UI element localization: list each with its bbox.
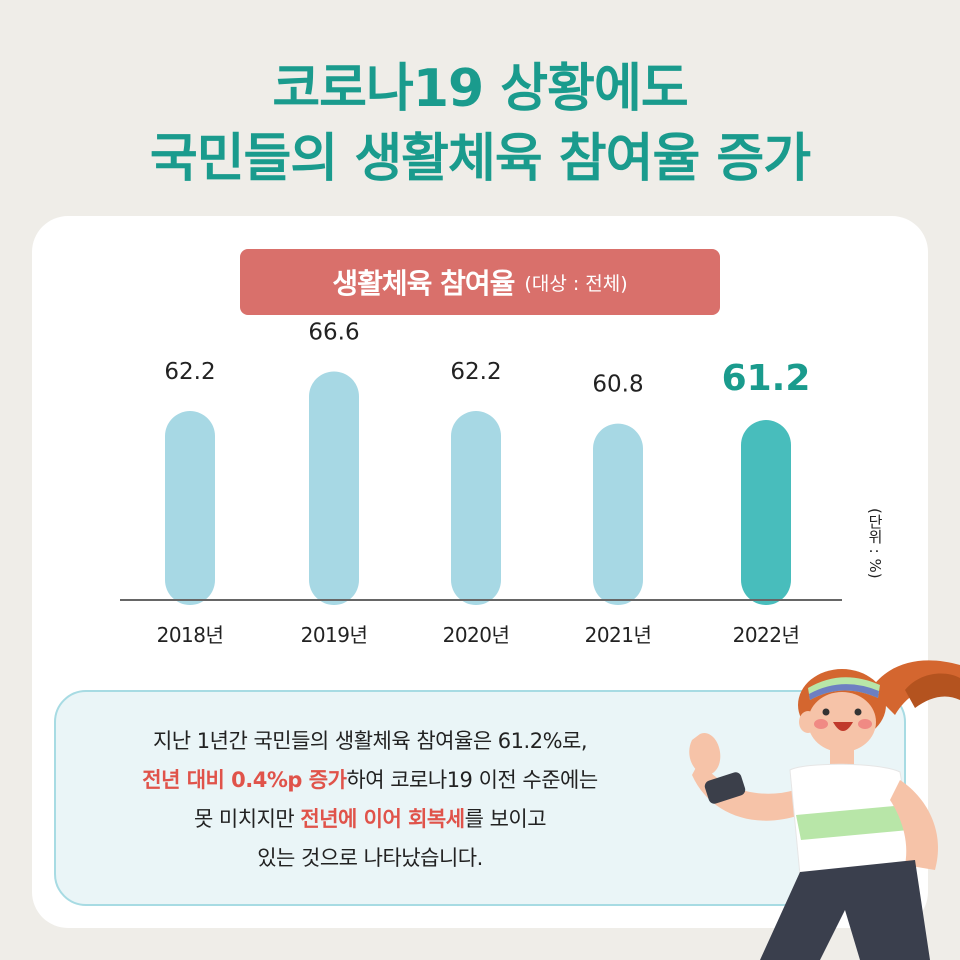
x-tick-label-3: 2020년 <box>443 623 510 647</box>
description-highlight-increase: 전년 대비 0.4%p 증가 <box>142 768 347 792</box>
shirt-stripe <box>796 805 909 840</box>
bar-3 <box>451 411 501 605</box>
headline: 코로나19 상황에도 국민들의 생활체육 참여율 증가 <box>0 54 960 194</box>
hip-arm <box>890 780 939 870</box>
right-cheek <box>858 719 872 729</box>
headline-line-1: 코로나19 상황에도 <box>272 59 688 119</box>
chart-title-pill: 생활체육 참여율 (대상 : 전체) <box>240 249 720 315</box>
chart-subtitle: (대상 : 전체) <box>524 272 628 295</box>
description-line-2-rest: 하여 코로나19 이전 수준에는 <box>346 768 598 792</box>
chart-title: 생활체육 참여율 <box>332 267 515 300</box>
bar-5 <box>741 420 791 605</box>
data-label-5: 61.2 <box>722 358 811 399</box>
description-text: 지난 1년간 국민들의 생활체육 참여율은 61.2%로, 전년 대비 0.4%… <box>70 722 670 878</box>
left-cheek <box>814 719 828 729</box>
bar-2 <box>309 371 359 605</box>
headband-stripe <box>809 684 879 700</box>
description-line-3-start: 못 미치지만 <box>193 807 301 831</box>
data-label-1: 62.2 <box>164 359 215 385</box>
bar-4 <box>593 423 643 605</box>
x-tick-label-2: 2019년 <box>301 623 368 647</box>
raised-arm <box>692 760 800 821</box>
description-line-3-end: 를 보이고 <box>464 807 547 831</box>
right-eye <box>854 708 862 716</box>
x-tick-label-1: 2018년 <box>157 623 224 647</box>
description-line-4: 있는 것으로 나타났습니다. <box>257 846 483 870</box>
wristband <box>704 772 746 804</box>
x-tick-label-5: 2022년 <box>733 623 800 647</box>
fist <box>689 732 721 775</box>
ear <box>799 711 817 733</box>
x-tick-label-4: 2021년 <box>585 623 652 647</box>
left-eye <box>822 708 830 716</box>
pants <box>760 860 930 960</box>
mouth <box>833 722 853 731</box>
hair-ponytail-shade <box>905 673 960 708</box>
data-label-4: 60.8 <box>592 372 643 398</box>
description-line-1: 지난 1년간 국민들의 생활체육 참여율은 61.2%로, <box>152 729 588 753</box>
headline-line-2: 국민들의 생활체육 참여율 증가 <box>149 129 811 189</box>
data-label-2: 66.6 <box>308 319 359 345</box>
data-label-3: 62.2 <box>450 359 501 385</box>
unit-label: (단위 : %) <box>866 508 884 579</box>
bar-1 <box>165 411 215 605</box>
description-highlight-recovery: 전년에 이어 회복세 <box>300 807 465 831</box>
